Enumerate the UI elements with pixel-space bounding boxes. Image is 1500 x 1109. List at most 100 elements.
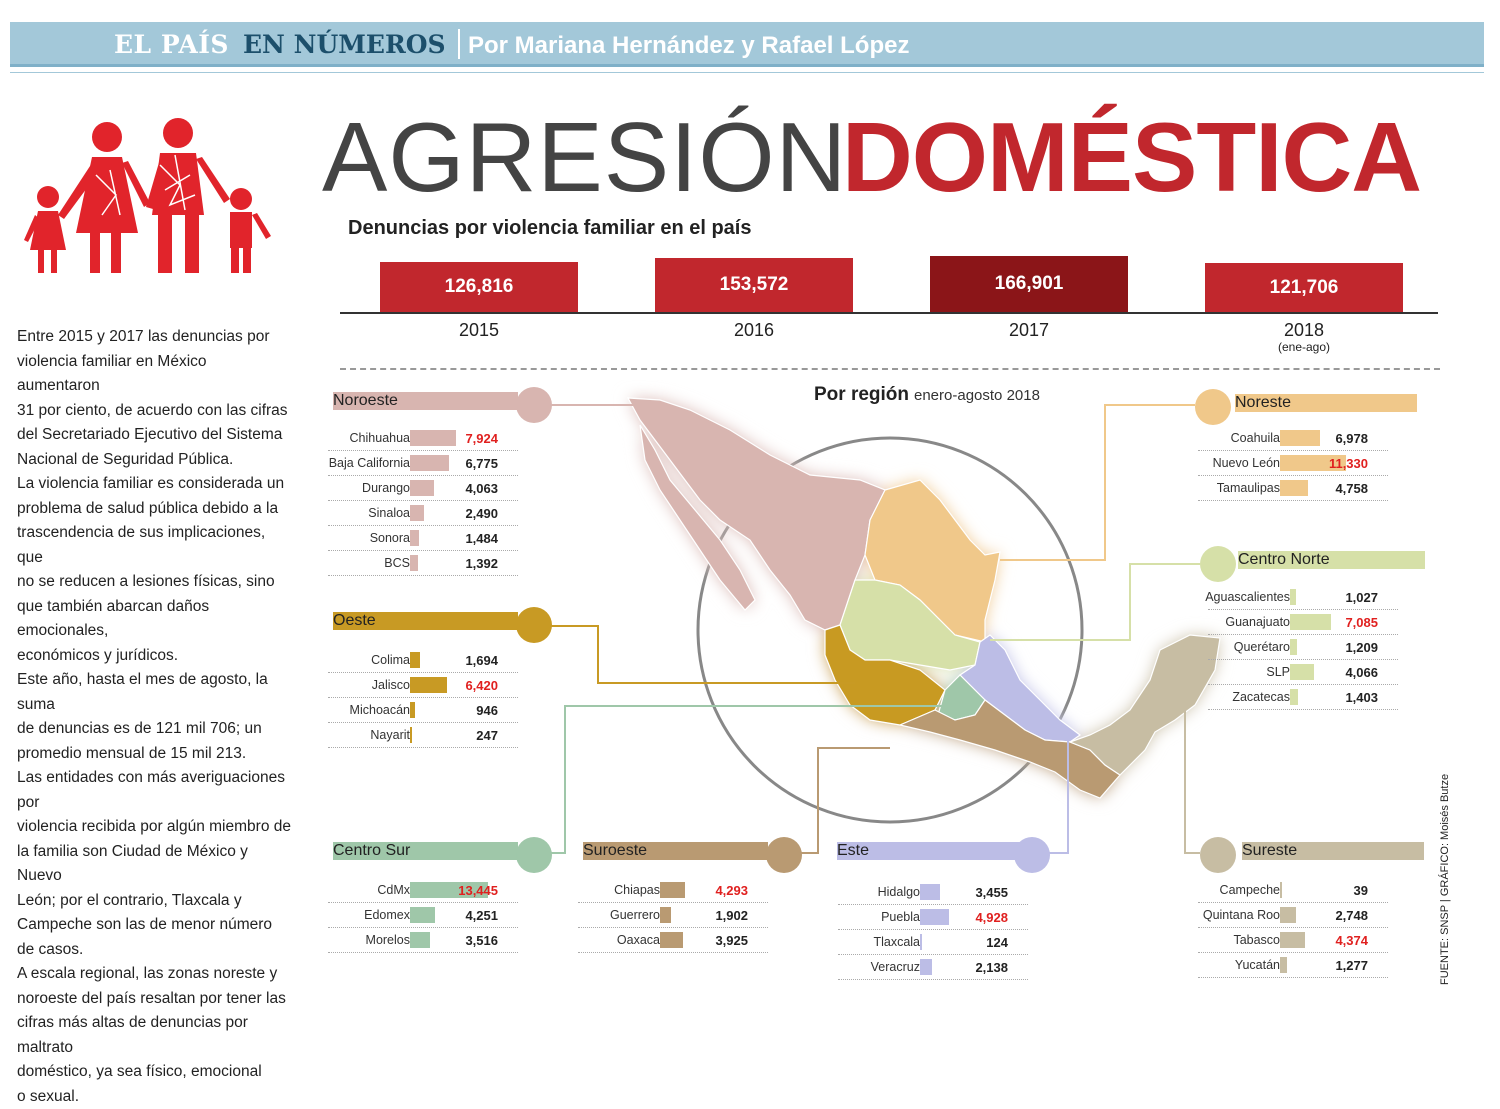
region-row: Veracruz 2,138 (838, 955, 1028, 980)
state-bar (1280, 957, 1287, 973)
state-value: 6,978 (1335, 431, 1368, 446)
region-row: Puebla 4,928 (838, 905, 1028, 930)
region-row: Hidalgo 3,455 (838, 880, 1028, 905)
state-name: Querétaro (1233, 640, 1290, 654)
state-value: 4,066 (1345, 665, 1378, 680)
state-value: 4,293 (715, 883, 748, 898)
annual-baseline (340, 312, 1438, 314)
state-name: Tamaulipas (1216, 481, 1280, 495)
annual-chart-title: Denuncias por violencia familiar en el p… (348, 217, 752, 239)
region-dot-oeste (516, 607, 552, 643)
section-label-bold: EN NÚMEROS (243, 30, 446, 59)
region-row: Michoacán 946 (328, 698, 518, 723)
state-value: 124 (986, 935, 1008, 950)
state-value: 4,374 (1335, 933, 1368, 948)
state-bar (410, 455, 449, 471)
state-bar (920, 959, 932, 975)
state-value: 1,392 (465, 556, 498, 571)
state-value: 7,085 (1345, 615, 1378, 630)
state-value: 3,516 (465, 933, 498, 948)
headline-light: AGRESIÓN (322, 102, 848, 212)
state-bar (410, 430, 456, 446)
state-bar (1280, 907, 1296, 923)
state-bar (410, 907, 435, 923)
annual-year-label: 2015 (458, 320, 500, 340)
state-name: Yucatán (1234, 958, 1280, 972)
state-bar (1290, 689, 1298, 705)
state-name: Chiapas (614, 883, 660, 897)
state-bar (410, 932, 430, 948)
source-credit: FUENTE: SNSP | GRÁFICO: Moisés Butze (1437, 774, 1455, 985)
state-bar (410, 505, 424, 521)
state-value: 4,063 (465, 481, 498, 496)
state-name: Colima (371, 653, 410, 667)
state-value: 2,490 (465, 506, 498, 521)
state-name: Zacatecas (1232, 690, 1290, 704)
state-value: 6,775 (465, 456, 498, 471)
headline-bold: DOMÉSTICA (842, 102, 1422, 212)
state-value: 2,138 (975, 960, 1008, 975)
state-bar (920, 884, 940, 900)
region-header-suroeste: Suroeste (583, 842, 768, 860)
state-value: 1,403 (1345, 690, 1378, 705)
region-chart-subtitle: enero-agosto 2018 (914, 387, 1040, 404)
state-value: 11,330 (1328, 456, 1368, 471)
region-row: CdMx 13,445 (328, 878, 518, 903)
state-name: Jalisco (371, 678, 410, 692)
state-bar (410, 882, 488, 898)
region-dot-noroeste (516, 387, 552, 423)
state-name: Oaxaca (616, 933, 660, 947)
annual-bar-2016: 153,572 (655, 258, 853, 312)
region-row: Nuevo León 11,330 (1198, 451, 1388, 476)
region-header-noreste: Noreste (1235, 394, 1417, 412)
region-row: Jalisco 6,420 (328, 673, 518, 698)
region-row: Aguascalientes 1,027 (1205, 585, 1398, 610)
state-name: Chihuahua (349, 431, 410, 445)
banner-divider (458, 29, 460, 59)
state-name: CdMx (377, 883, 410, 897)
state-name: Guanajuato (1225, 615, 1290, 629)
family-icon (24, 118, 271, 273)
state-bar (410, 652, 420, 668)
annual-year-note: (ene-ago) (1277, 340, 1331, 354)
region-row: Yucatán 1,277 (1198, 953, 1388, 978)
source-text: FUENTE: SNSP | GRÁFICO: Moisés Butze (1439, 773, 1451, 985)
region-chart-title: Por región (814, 384, 910, 405)
state-bar (660, 907, 671, 923)
state-name: BCS (384, 556, 410, 570)
dashed-divider (340, 368, 1440, 370)
state-value: 4,758 (1335, 481, 1368, 496)
state-value: 946 (476, 703, 498, 718)
state-bar (660, 882, 685, 898)
region-row: Baja California 6,775 (328, 451, 518, 476)
region-header-sureste: Sureste (1242, 842, 1424, 860)
state-name: Coahuila (1230, 431, 1280, 445)
state-name: Guerrero (609, 908, 660, 922)
annual-year-label: 2017 (1008, 320, 1050, 340)
state-bar (410, 677, 447, 693)
state-value: 13,445 (458, 883, 498, 898)
map-noreste (864, 479, 1001, 643)
state-value: 247 (476, 728, 498, 743)
region-header-oeste: Oeste (333, 612, 518, 630)
state-name: Tlaxcala (873, 935, 920, 949)
annual-bar-chart: 126,816 2015 153,572 2016 166,901 2017 121,706… (340, 250, 1440, 365)
region-row: Tlaxcala 124 (838, 930, 1028, 955)
region-row: Tamaulipas 4,758 (1198, 476, 1388, 501)
region-row: Guerrero 1,902 (578, 903, 768, 928)
state-name: Michoacán (349, 703, 410, 717)
state-value: 1,277 (1335, 958, 1368, 973)
state-value: 1,902 (715, 908, 748, 923)
state-name: Aguascalientes (1205, 590, 1290, 604)
region-row: Colima 1,694 (328, 648, 518, 673)
section-label: EL PAÍS (114, 30, 229, 59)
region-panels: Noroeste Chihuahua 7,924 Baja California 6,7… (328, 387, 1425, 980)
state-bar (920, 909, 949, 925)
region-dot-este (1014, 837, 1050, 873)
state-bar (410, 702, 415, 718)
region-row: Chiapas 4,293 (578, 878, 768, 903)
region-header-centro-sur: Centro Sur (333, 842, 518, 860)
annual-year-label: 2016 (733, 320, 775, 340)
state-name: Nayarit (370, 728, 410, 742)
region-dot-centro-sur (516, 837, 552, 873)
